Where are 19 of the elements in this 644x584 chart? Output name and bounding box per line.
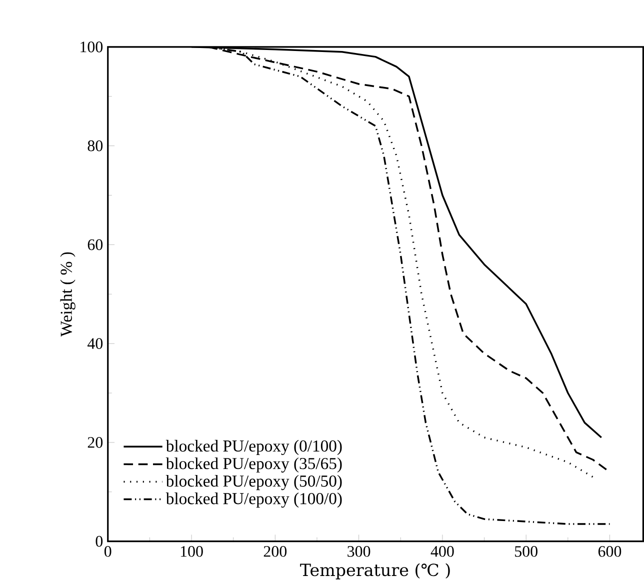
x-tick-label: 500: [515, 546, 538, 557]
x-tick-label: 100: [180, 546, 203, 557]
x-tick-label: 400: [430, 546, 454, 557]
y-axis-title: Weight ( % ): [60, 252, 76, 337]
y-tick-label: 100: [80, 42, 103, 52]
legend-label: blocked PU/epoxy (35/65): [166, 458, 342, 473]
y-tick-label: 80: [88, 140, 103, 152]
x-tick-label: 0: [104, 546, 112, 557]
y-tick-label: 0: [96, 536, 103, 547]
y-tick-label: 40: [88, 338, 103, 350]
x-tick-label: 200: [264, 546, 287, 557]
y-tick-label: 20: [88, 437, 103, 448]
legend-label: blocked PU/epoxy (50/50): [166, 475, 342, 490]
y-tick-label: 60: [88, 239, 103, 250]
legend-label: blocked PU/epoxy (100/0): [166, 492, 342, 508]
x-axis-title: Temperature (℃ ): [300, 563, 450, 580]
legend-label: blocked PU/epoxy (0/100): [166, 440, 342, 456]
x-tick-label: 300: [348, 546, 370, 557]
x-tick-label: 600: [598, 546, 622, 557]
